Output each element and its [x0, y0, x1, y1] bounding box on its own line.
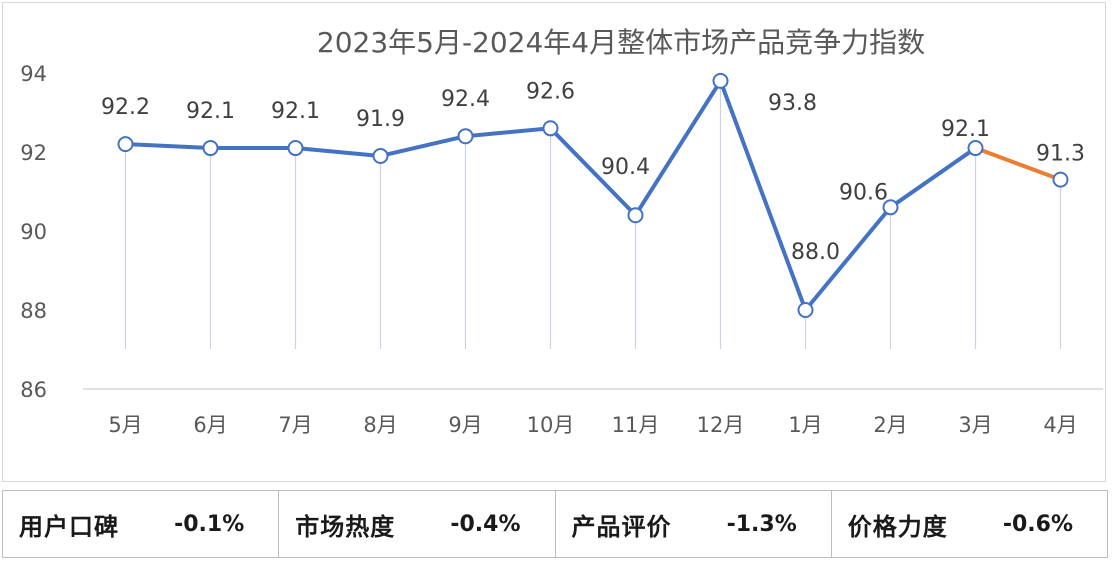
- summary-label: 用户口碑: [19, 512, 119, 541]
- x-tick-label: 4月: [1043, 413, 1077, 437]
- x-tick-label: 11月: [612, 413, 660, 437]
- data-label: 91.9: [356, 107, 405, 132]
- summary-cell-product-review: 产品评价 -1.3%: [556, 491, 832, 557]
- summary-value: -0.4%: [450, 511, 521, 537]
- data-label: 88.0: [791, 240, 840, 265]
- data-point: [372, 147, 389, 164]
- data-point: [967, 140, 984, 157]
- x-axis-ticks: 5月 6月 7月 8月 9月 10月 11月 12月 1月 2月 3月 4月: [108, 413, 1077, 437]
- y-tick-label: 94: [20, 62, 47, 86]
- data-label: 92.4: [441, 87, 490, 112]
- data-point: [1052, 171, 1069, 188]
- data-point: [712, 72, 729, 89]
- data-point: [797, 302, 814, 318]
- data-label: 92.1: [941, 117, 990, 142]
- data-label: 90.6: [839, 180, 888, 205]
- x-tick-label: 7月: [278, 413, 312, 437]
- data-label: 90.4: [601, 155, 650, 180]
- summary-label: 市场热度: [295, 512, 396, 541]
- x-tick-label: 6月: [193, 413, 227, 437]
- data-label: 92.2: [101, 95, 150, 120]
- data-point: [457, 128, 474, 145]
- y-tick-label: 86: [20, 378, 47, 402]
- y-tick-label: 88: [20, 299, 47, 323]
- summary-cell-user-reputation: 用户口碑 -0.1%: [3, 491, 280, 557]
- chart-frame: 2023年5月-2024年4月整体市场产品竞争力指数 86 88 90 92 94 5月…: [2, 2, 1106, 482]
- line-chart: 2023年5月-2024年4月整体市场产品竞争力指数 86 88 90 92 94 5月…: [20, 26, 1103, 437]
- x-tick-label: 8月: [363, 413, 397, 437]
- data-label: 92.1: [186, 99, 235, 124]
- series-lines: [125, 78, 1063, 312]
- data-point: [202, 140, 219, 157]
- x-tick-label: 12月: [697, 413, 745, 437]
- y-tick-label: 92: [20, 141, 47, 165]
- data-point: [542, 120, 559, 137]
- data-points: [117, 72, 1069, 318]
- data-label: 92.1: [271, 99, 320, 124]
- x-tick-label: 10月: [527, 413, 575, 437]
- y-tick-label: 90: [20, 220, 47, 244]
- summary-value: -0.1%: [174, 511, 245, 537]
- summary-cell-price-strength: 价格力度 -0.6%: [832, 491, 1107, 557]
- drop-lines: [124, 80, 1062, 349]
- chart-title: 2023年5月-2024年4月整体市场产品竞争力指数: [317, 26, 925, 59]
- data-labels: 92.2 92.1 92.1 91.9 92.4 92.6 90.4 93.8 88.0 90.6…: [101, 79, 1085, 265]
- summary-cell-market-heat: 市场热度 -0.4%: [279, 491, 556, 557]
- x-tick-label: 9月: [448, 413, 482, 437]
- data-label: 92.6: [526, 79, 575, 104]
- summary-value: -1.3%: [726, 511, 797, 537]
- summary-label: 产品评价: [571, 512, 672, 541]
- summary-label: 价格力度: [847, 512, 948, 541]
- summary-bar: 用户口碑 -0.1% 市场热度 -0.4% 产品评价 -1.3% 价格力度 -0…: [2, 490, 1108, 558]
- data-point: [117, 136, 134, 153]
- x-tick-label: 2月: [873, 413, 907, 437]
- data-point: [287, 140, 304, 157]
- x-tick-label: 5月: [108, 413, 142, 437]
- data-point: [627, 207, 644, 224]
- last-segment-line: [973, 146, 1063, 182]
- summary-value: -0.6%: [1002, 511, 1073, 537]
- y-axis-ticks: 86 88 90 92 94: [20, 62, 47, 402]
- data-label: 93.8: [768, 91, 817, 116]
- data-label: 91.3: [1036, 142, 1085, 167]
- x-tick-label: 3月: [958, 413, 992, 437]
- x-tick-label: 1月: [788, 413, 822, 437]
- data-point: [882, 199, 899, 216]
